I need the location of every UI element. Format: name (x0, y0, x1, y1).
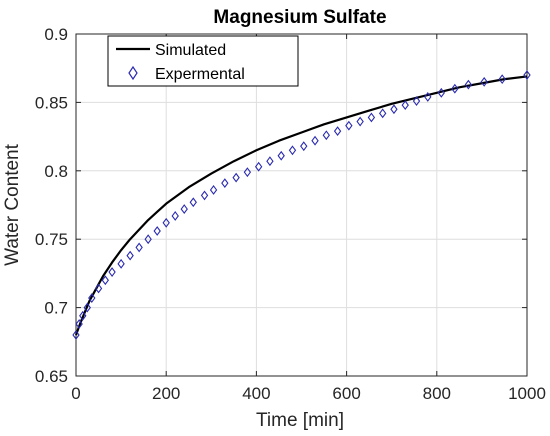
data-point-expermental (390, 104, 398, 115)
data-point-expermental (498, 74, 506, 85)
y-tick-label: 0.9 (44, 25, 68, 44)
data-point-expermental (300, 141, 308, 152)
data-point-expermental (243, 167, 252, 178)
data-point-expermental (189, 197, 197, 208)
data-point-expermental (356, 116, 364, 127)
y-tick-label: 0.65 (35, 367, 68, 386)
x-tick-label: 400 (242, 384, 270, 403)
data-point-expermental (221, 178, 229, 189)
series-layer (72, 70, 531, 340)
data-point-expermental (144, 234, 152, 245)
y-axis-label: Water Content (2, 143, 23, 266)
legend: Simulated Expermental (107, 35, 299, 87)
chart-title: Magnesium Sulfate (213, 7, 386, 28)
data-point-expermental (135, 242, 143, 253)
data-point-expermental (464, 79, 473, 90)
data-point-expermental (153, 226, 161, 236)
data-point-expermental (333, 126, 342, 137)
legend-experimental-label: Expermental (155, 66, 245, 83)
data-point-expermental (480, 76, 488, 87)
y-tick-label: 0.7 (44, 299, 68, 318)
x-tick-label: 0 (71, 384, 80, 403)
data-point-expermental (126, 250, 134, 261)
legend-simulated-label: Simulated (155, 42, 226, 59)
legend-experimental-marker (128, 65, 138, 81)
data-point-expermental (232, 172, 240, 183)
data-point-expermental (288, 145, 297, 156)
data-point-expermental (254, 161, 263, 172)
plot-frame (75, 33, 528, 377)
x-axis-label: Time [min] (256, 410, 344, 431)
x-tick-label: 1000 (508, 384, 546, 403)
data-point-expermental (378, 108, 387, 119)
x-tick-label: 200 (152, 384, 180, 403)
y-tick-label: 0.8 (44, 162, 68, 181)
data-point-expermental (345, 120, 353, 131)
data-point-expermental (180, 204, 188, 215)
data-point-expermental (72, 330, 80, 340)
axes (75, 33, 528, 377)
data-point-expermental (75, 319, 83, 329)
data-point-expermental (94, 283, 103, 294)
data-point-expermental (83, 302, 91, 313)
x-tick-label: 800 (423, 384, 451, 403)
data-point-expermental (101, 275, 110, 286)
data-point-expermental (88, 293, 96, 303)
data-point-expermental (311, 135, 319, 146)
y-tick-label: 0.75 (35, 230, 68, 249)
x-tick-label: 600 (332, 384, 360, 403)
data-point-expermental (401, 100, 409, 111)
y-tick-label: 0.85 (35, 93, 68, 112)
data-point-expermental (209, 185, 218, 195)
data-point-expermental (277, 150, 285, 161)
data-point-expermental (171, 211, 179, 221)
data-point-expermental (117, 258, 125, 269)
data-point-expermental (523, 70, 531, 80)
data-point-expermental (79, 310, 87, 321)
data-point-expermental (412, 96, 421, 106)
data-point-expermental (108, 267, 116, 277)
legend-box (107, 35, 299, 87)
data-point-expermental (437, 87, 445, 98)
data-point-expermental (322, 130, 330, 141)
data-point-expermental (162, 217, 170, 228)
data-point-expermental (451, 83, 459, 94)
tick-labels: 0 200 400 600 800 1000 0.65 0.7 0.75 0.8 0.85 0.9 (35, 25, 546, 403)
data-point-expermental (266, 156, 274, 167)
data-point-expermental (367, 112, 376, 123)
data-point-expermental (200, 190, 209, 201)
data-point-expermental (424, 92, 432, 102)
